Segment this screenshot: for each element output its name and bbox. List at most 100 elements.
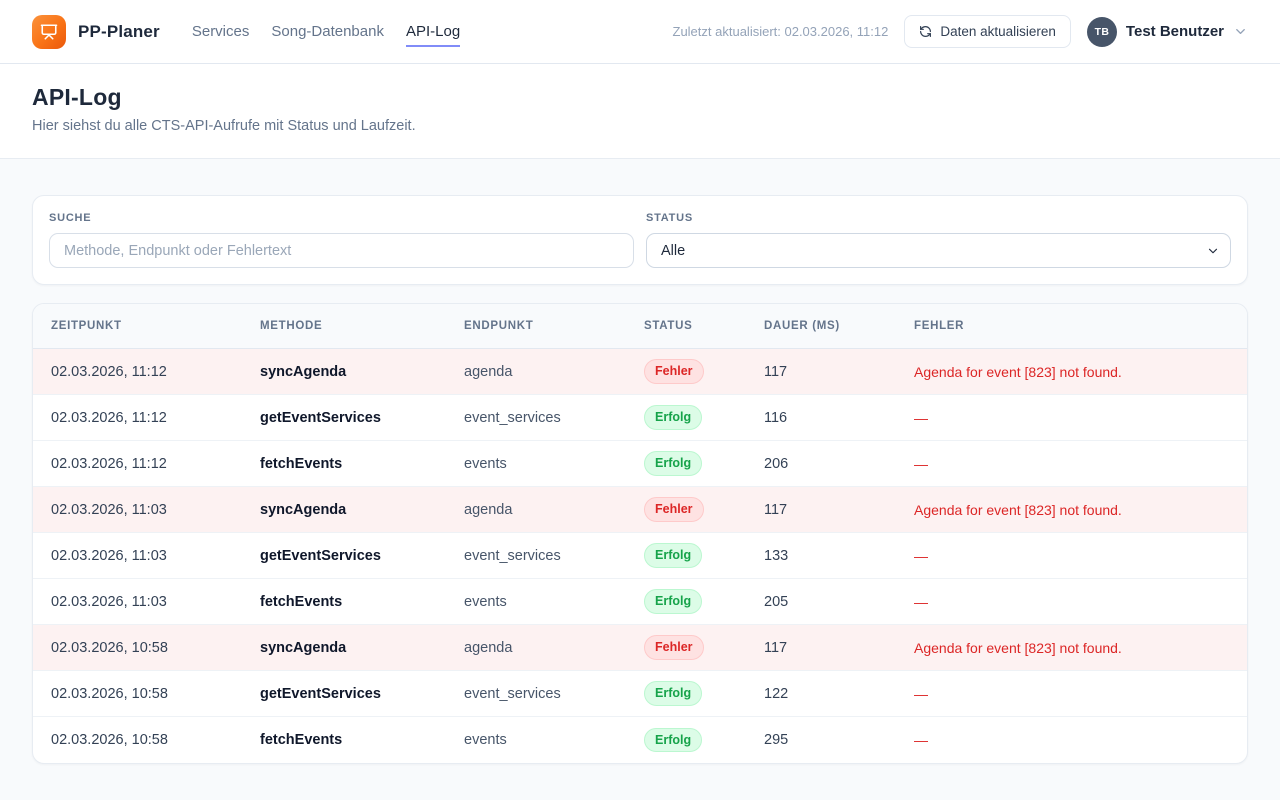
cell-status: Fehler — [644, 359, 764, 384]
status-badge: Fehler — [644, 635, 704, 660]
cell-status: Erfolg — [644, 451, 764, 476]
table-row: 02.03.2026, 11:03 fetchEvents events Erf… — [33, 579, 1247, 625]
cell-status: Erfolg — [644, 727, 764, 753]
cell-endpunkt: events — [464, 732, 507, 748]
refresh-button-label: Daten aktualisieren — [940, 24, 1056, 39]
table-header-row: ZEITPUNKT METHODE ENDPUNKT STATUS DAUER (MS)… — [33, 304, 1247, 349]
chevron-down-icon — [1236, 29, 1245, 34]
avatar: TB — [1086, 16, 1117, 47]
status-label: STATUS — [646, 212, 693, 224]
column-header: FEHLER — [914, 320, 965, 332]
cell-methode: fetchEvents — [260, 455, 343, 472]
user-menu[interactable]: TB Test Benutzer — [1086, 16, 1248, 47]
cell-methode: syncAgenda — [260, 363, 347, 380]
cell-dauer: 133 — [764, 547, 789, 564]
search-input[interactable] — [49, 233, 634, 268]
status-badge: Erfolg — [644, 727, 703, 753]
status-filter: STATUS Alle — [646, 212, 1231, 268]
refresh-icon — [920, 26, 932, 37]
api-log-table: ZEITPUNKT METHODE ENDPUNKT STATUS DAUER (MS)… — [32, 303, 1248, 764]
status-badge: Erfolg — [644, 543, 703, 568]
last-updated-text: Zuletzt aktualisiert: 02.03.2026, 11:12 — [672, 24, 889, 39]
table-row: 02.03.2026, 11:12 fetchEvents events Erf… — [33, 441, 1247, 487]
main-nav: Services Song-Datenbank API-Log — [191, 17, 461, 47]
table-row: 02.03.2026, 10:58 getEventServices event… — [33, 671, 1247, 717]
cell-fehler: Agenda for event [823] not found. — [914, 363, 1122, 380]
nav-item-services[interactable]: Services — [191, 23, 250, 40]
table-row: 02.03.2026, 11:12 getEventServices event… — [33, 395, 1247, 441]
page-title: API-Log — [32, 84, 122, 110]
cell-zeitpunkt: 02.03.2026, 10:58 — [51, 639, 168, 656]
cell-fehler: — — [914, 409, 928, 426]
status-badge: Fehler — [644, 359, 704, 384]
column-header: STATUS — [644, 320, 693, 332]
cell-zeitpunkt: 02.03.2026, 11:03 — [51, 501, 167, 518]
brand-title: PP-Planer — [78, 21, 160, 41]
cell-methode: syncAgenda — [260, 501, 347, 518]
cell-dauer: 295 — [764, 732, 789, 748]
cell-dauer: 122 — [764, 685, 789, 702]
cell-methode: getEventServices — [260, 547, 381, 564]
cell-fehler: — — [914, 732, 928, 748]
presentation-icon — [40, 23, 58, 40]
status-badge: Erfolg — [644, 451, 703, 476]
cell-dauer: 205 — [764, 593, 789, 610]
cell-endpunkt: events — [464, 455, 507, 472]
cell-status: Fehler — [644, 497, 764, 522]
cell-zeitpunkt: 02.03.2026, 11:03 — [51, 593, 167, 610]
cell-methode: getEventServices — [260, 685, 381, 702]
cell-endpunkt: agenda — [464, 639, 513, 656]
cell-endpunkt: event_services — [464, 409, 561, 426]
cell-methode: getEventServices — [260, 409, 381, 426]
page-header: API-Log Hier siehst du alle CTS-API-Aufr… — [0, 64, 1280, 159]
status-badge: Erfolg — [644, 589, 703, 614]
cell-status: Fehler — [644, 635, 764, 660]
column-header: DAUER (MS) — [764, 320, 840, 332]
column-header: ENDPUNKT — [464, 320, 534, 332]
user-name: Test Benutzer — [1125, 23, 1224, 40]
cell-fehler: — — [914, 547, 928, 564]
cell-status: Erfolg — [644, 543, 764, 568]
cell-fehler: — — [914, 685, 928, 702]
page-subtitle: Hier siehst du alle CTS-API-Aufrufe mit … — [32, 118, 416, 134]
cell-zeitpunkt: 02.03.2026, 11:12 — [51, 363, 167, 380]
table-row: 02.03.2026, 11:12 syncAgenda agenda Fehl… — [33, 349, 1247, 395]
table-row: 02.03.2026, 10:58 fetchEvents events Erf… — [33, 717, 1247, 763]
cell-status: Erfolg — [644, 681, 764, 706]
status-badge: Erfolg — [644, 681, 703, 706]
cell-methode: syncAgenda — [260, 639, 347, 656]
cell-endpunkt: event_services — [464, 685, 561, 702]
table-row: 02.03.2026, 11:03 getEventServices event… — [33, 533, 1247, 579]
app-logo[interactable] — [32, 14, 66, 49]
cell-fehler: Agenda for event [823] not found. — [914, 501, 1122, 518]
search-label: SUCHE — [49, 212, 92, 224]
cell-methode: fetchEvents — [260, 593, 343, 610]
navbar: PP-Planer Services Song-Datenbank API-Log … — [0, 0, 1280, 64]
cell-zeitpunkt: 02.03.2026, 11:03 — [51, 547, 167, 564]
cell-fehler: — — [914, 455, 928, 472]
nav-item-song-datenbank[interactable]: Song-Datenbank — [271, 23, 384, 40]
cell-methode: fetchEvents — [260, 732, 343, 748]
cell-endpunkt: events — [464, 593, 507, 610]
cell-zeitpunkt: 02.03.2026, 11:12 — [51, 409, 167, 426]
cell-endpunkt: agenda — [464, 363, 513, 380]
cell-endpunkt: event_services — [464, 547, 561, 564]
cell-endpunkt: agenda — [464, 501, 513, 518]
table-row: 02.03.2026, 10:58 syncAgenda agenda Fehl… — [33, 625, 1247, 671]
refresh-data-button[interactable]: Daten aktualisieren — [904, 15, 1071, 48]
filter-card: SUCHE STATUS Alle — [32, 195, 1248, 285]
cell-dauer: 116 — [764, 409, 788, 426]
cell-zeitpunkt: 02.03.2026, 10:58 — [51, 732, 168, 748]
search-filter: SUCHE — [49, 212, 634, 268]
nav-item-api-log[interactable]: API-Log — [405, 17, 461, 47]
status-select[interactable]: Alle — [646, 233, 1231, 268]
column-header: ZEITPUNKT — [51, 320, 122, 332]
cell-zeitpunkt: 02.03.2026, 11:12 — [51, 455, 167, 472]
status-badge: Erfolg — [644, 405, 703, 430]
column-header: METHODE — [260, 320, 323, 332]
cell-fehler: Agenda for event [823] not found. — [914, 639, 1122, 656]
status-badge: Fehler — [644, 497, 704, 522]
cell-dauer: 117 — [764, 501, 788, 518]
cell-dauer: 117 — [764, 363, 788, 380]
content-area: SUCHE STATUS Alle ZEITPUNKT METHODE ENDPUN… — [0, 159, 1280, 796]
